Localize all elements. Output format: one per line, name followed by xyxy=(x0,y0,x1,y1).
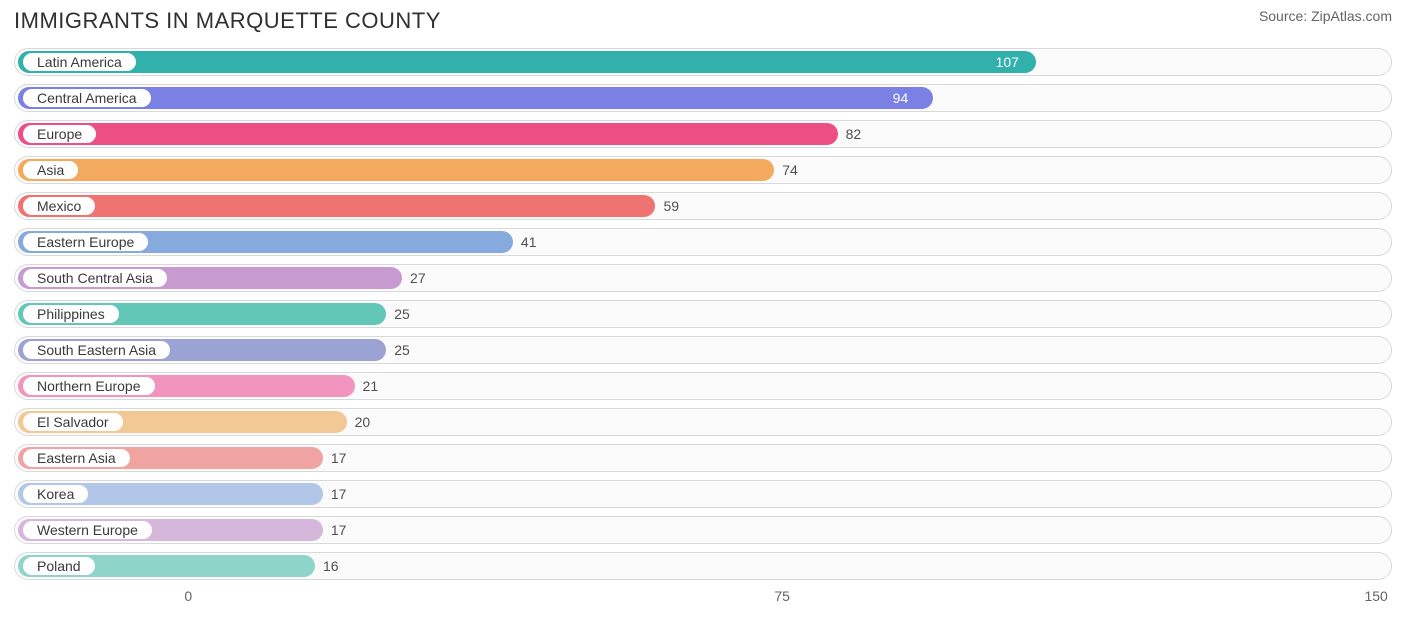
bar-value: 94 xyxy=(893,84,909,112)
bar-label-pill: Philippines xyxy=(22,304,120,324)
x-tick: 0 xyxy=(184,588,192,604)
bar-value: 82 xyxy=(846,120,862,148)
bar-value: 16 xyxy=(323,552,339,580)
bar-chart: Latin America 107 Central America 94 Europe 8… xyxy=(14,48,1392,580)
bar-value: 74 xyxy=(782,156,798,184)
bar-row: South Central Asia 27 xyxy=(14,264,1392,292)
bar-value: 17 xyxy=(331,516,347,544)
bar-value: 41 xyxy=(521,228,537,256)
bar-row: Europe 82 xyxy=(14,120,1392,148)
bar-label-pill: Europe xyxy=(22,124,97,144)
bar-fill xyxy=(18,51,1036,73)
bar-value: 17 xyxy=(331,480,347,508)
chart-header: IMMIGRANTS IN MARQUETTE COUNTY Source: Z… xyxy=(14,8,1392,34)
x-axis: 0 75 150 xyxy=(14,588,1392,610)
bar-row: Mexico 59 xyxy=(14,192,1392,220)
x-tick: 150 xyxy=(1364,588,1387,604)
bar-label-pill: Eastern Asia xyxy=(22,448,131,468)
bar-fill xyxy=(18,87,933,109)
bar-fill xyxy=(18,195,655,217)
bar-label-pill: Central America xyxy=(22,88,152,108)
bar-value: 25 xyxy=(394,336,410,364)
bar-value: 107 xyxy=(996,48,1019,76)
bar-row: Korea 17 xyxy=(14,480,1392,508)
bar-label-pill: Northern Europe xyxy=(22,376,156,396)
bar-row: Eastern Asia 17 xyxy=(14,444,1392,472)
bar-row: South Eastern Asia 25 xyxy=(14,336,1392,364)
bar-row: Eastern Europe 41 xyxy=(14,228,1392,256)
bar-row: Northern Europe 21 xyxy=(14,372,1392,400)
bar-label-pill: El Salvador xyxy=(22,412,124,432)
bar-row: Poland 16 xyxy=(14,552,1392,580)
bar-label-pill: Western Europe xyxy=(22,520,153,540)
bar-row: Asia 74 xyxy=(14,156,1392,184)
bar-row: Western Europe 17 xyxy=(14,516,1392,544)
bar-row: Latin America 107 xyxy=(14,48,1392,76)
bar-fill xyxy=(18,123,838,145)
bar-label-pill: South Central Asia xyxy=(22,268,168,288)
bar-value: 27 xyxy=(410,264,426,292)
bar-fill xyxy=(18,159,774,181)
bar-value: 20 xyxy=(355,408,371,436)
chart-title: IMMIGRANTS IN MARQUETTE COUNTY xyxy=(14,8,441,34)
bar-value: 59 xyxy=(663,192,679,220)
bar-value: 21 xyxy=(363,372,379,400)
bar-value: 25 xyxy=(394,300,410,328)
bar-value: 17 xyxy=(331,444,347,472)
bar-label-pill: Korea xyxy=(22,484,89,504)
bar-label-pill: Latin America xyxy=(22,52,137,72)
bar-row: Philippines 25 xyxy=(14,300,1392,328)
bar-label-pill: Mexico xyxy=(22,196,96,216)
x-tick: 75 xyxy=(774,588,790,604)
bar-label-pill: Asia xyxy=(22,160,79,180)
chart-source: Source: ZipAtlas.com xyxy=(1259,8,1392,24)
bar-row: El Salvador 20 xyxy=(14,408,1392,436)
bar-row: Central America 94 xyxy=(14,84,1392,112)
bar-label-pill: Eastern Europe xyxy=(22,232,149,252)
bar-label-pill: South Eastern Asia xyxy=(22,340,171,360)
bar-label-pill: Poland xyxy=(22,556,96,576)
